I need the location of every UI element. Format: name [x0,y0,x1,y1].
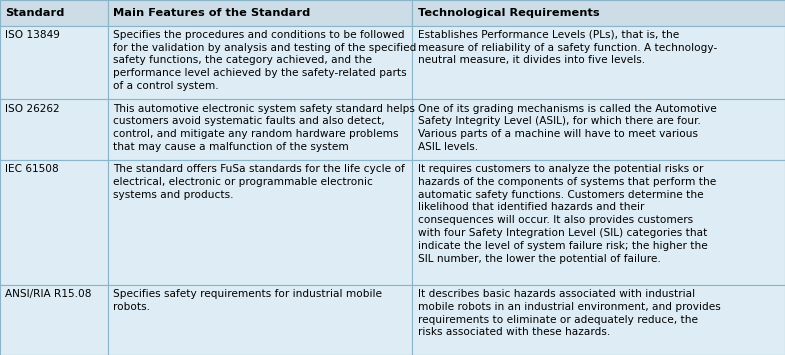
Bar [412,0,785,26]
Bar [108,160,412,285]
Text: Establishes Performance Levels (PLs), that is, the
measure of reliability of a s: Establishes Performance Levels (PLs), th… [418,30,717,65]
Bar [0,285,108,355]
Bar [0,99,108,160]
Bar [412,99,785,160]
Text: This automotive electronic system safety standard helps
customers avoid systemat: This automotive electronic system safety… [113,104,415,152]
Bar [412,26,785,99]
Text: Main Features of the Standard: Main Features of the Standard [113,8,310,18]
Text: The standard offers FuSa standards for the life cycle of
electrical, electronic : The standard offers FuSa standards for t… [113,164,405,200]
Text: Technological Requirements: Technological Requirements [418,8,599,18]
Text: ANSI/RIA R15.08: ANSI/RIA R15.08 [5,289,92,299]
Bar [108,0,412,26]
Text: It requires customers to analyze the potential risks or
hazards of the component: It requires customers to analyze the pot… [418,164,716,264]
Bar [412,285,785,355]
Text: ISO 13849: ISO 13849 [5,30,60,40]
Text: Specifies safety requirements for industrial mobile
robots.: Specifies safety requirements for indust… [113,289,382,312]
Bar [0,0,108,26]
Bar [412,160,785,285]
Bar [108,285,412,355]
Text: ISO 26262: ISO 26262 [5,104,60,114]
Bar [0,160,108,285]
Text: One of its grading mechanisms is called the Automotive
Safety Integrity Level (A: One of its grading mechanisms is called … [418,104,717,152]
Text: It describes basic hazards associated with industrial
mobile robots in an indust: It describes basic hazards associated wi… [418,289,721,337]
Text: Specifies the procedures and conditions to be followed
for the validation by ana: Specifies the procedures and conditions … [113,30,416,91]
Bar [0,26,108,99]
Text: IEC 61508: IEC 61508 [5,164,59,174]
Bar [108,26,412,99]
Bar [108,99,412,160]
Text: Standard: Standard [5,8,65,18]
